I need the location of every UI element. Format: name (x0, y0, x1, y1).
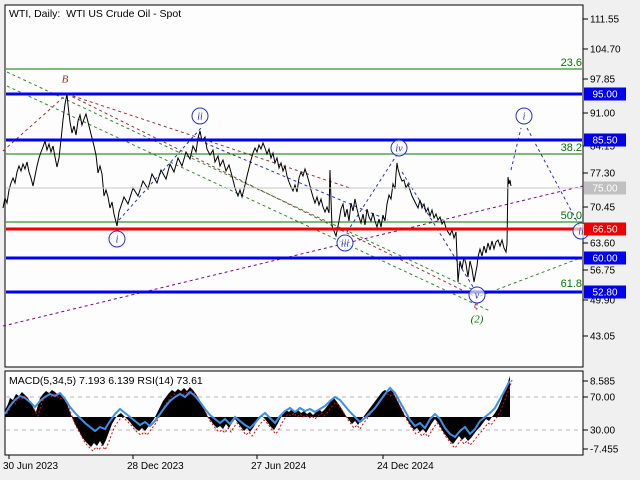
trendline-5 (479, 256, 584, 297)
y-badge-label-75.00: 75.00 (592, 184, 617, 195)
y-label-84.15: 84.15 (590, 142, 615, 153)
panel-label-70.00: 70.00 (590, 393, 615, 404)
trendline-9 (401, 171, 476, 291)
x-label-24 Dec 2024: 24 Dec 2024 (377, 461, 434, 472)
wave-label-iv-4: iv (395, 144, 403, 155)
y-badge-95.00 (584, 87, 626, 101)
rsi-line-series (4, 380, 511, 439)
y-badge-label-95.00: 95.00 (592, 90, 617, 101)
trendline-11 (526, 127, 581, 228)
wave-circle-iv-4 (390, 139, 408, 157)
wave-label-ii-2: ii (197, 112, 203, 123)
trendline-10 (510, 127, 522, 171)
y-label-111.55: 111.55 (590, 15, 620, 26)
y-badge-66.50 (584, 222, 626, 236)
wave-label-B-0: B (62, 74, 69, 86)
wave-circle-iii-3 (336, 234, 354, 252)
wave-circle-ii-2 (191, 107, 209, 125)
indicator-label: MACD(5,34,5) 7.193 6.139 RSI(14) 73.61 (9, 375, 203, 387)
y-badge-75.00 (584, 181, 626, 195)
indicator-panel: 8.585 70.00 30.00 -7.455 (4, 376, 619, 456)
trendlines-layer (2, 71, 584, 327)
y-label-49.90: 49.90 (590, 296, 615, 307)
y-badge-label-85.50: 85.50 (592, 136, 617, 147)
y-label-43.05: 43.05 (590, 332, 615, 343)
y-badge-52.80 (584, 285, 626, 299)
time-axis: 30 Jun 2023 28 Dec 2023 27 Jun 2024 24 Dec … (3, 455, 434, 472)
y-badge-label-66.50: 66.50 (592, 225, 617, 236)
y-label-70.45: 70.45 (590, 203, 615, 214)
x-label-27 Jun 2024: 27 Jun 2024 (251, 461, 306, 472)
price-levels-layer (6, 92, 582, 294)
y-label-63.60: 63.60 (590, 239, 615, 250)
y-label-104.70: 104.70 (590, 45, 621, 56)
x-label-28 Dec 2023: 28 Dec 2023 (127, 461, 184, 472)
wave-label-i-6: i (523, 112, 526, 123)
trendline-4 (6, 85, 491, 312)
trendline-2 (66, 93, 351, 189)
fib-label-38.2: 38.2 (561, 142, 582, 154)
price-line-series (2, 93, 512, 283)
price-series-layer (2, 93, 512, 283)
macd-area-series (5, 376, 510, 447)
price-plot-area (4, 4, 584, 368)
wave-label-ii-7: ii (578, 227, 584, 238)
panel-label--7.455: -7.455 (590, 445, 619, 456)
trendline-1 (66, 93, 479, 299)
y-label-56.75: 56.75 (590, 266, 615, 277)
panel-label-30.00: 30.00 (590, 426, 615, 437)
y-label-77.30: 77.30 (590, 169, 615, 180)
wave-label-(2)-9: (2) (471, 314, 484, 326)
y-badge-60.00 (584, 251, 626, 265)
fib-label-61.8: 61.8 (561, 278, 582, 290)
panel-label-8.585: 8.585 (590, 377, 615, 388)
wave-circle-v-5 (468, 286, 486, 304)
wave-label-i-1: i (116, 235, 119, 246)
fib-label-50.0: 50.0 (561, 210, 582, 222)
fib-label-23.6: 23.6 (561, 57, 582, 69)
trendline-3 (6, 71, 479, 293)
x-label-30 Jun 2023: 30 Jun 2023 (3, 461, 58, 472)
price-axis: 111.55 104.70 97.85 91.00 84.15 77.30 70.45 63.… (583, 15, 626, 343)
y-label-97.85: 97.85 (590, 75, 615, 86)
y-label-91.00: 91.00 (590, 109, 615, 120)
fibonacci-labels-layer: 23.6 38.2 50.0 61.8 (561, 57, 582, 290)
y-badge-85.50 (584, 133, 626, 147)
trendline-8 (346, 152, 399, 233)
chart-title: WTI, Daily: WTI US Crude Oil - Spot (9, 8, 181, 20)
wave-label-iii-3: iii (341, 239, 350, 250)
wave-circle-i-1 (108, 230, 126, 248)
y-badge-label-60.00: 60.00 (592, 254, 617, 265)
wave-circle-i-6 (515, 107, 533, 125)
wave-label-v-5: v (475, 291, 480, 302)
y-badge-label-52.80: 52.80 (592, 288, 617, 299)
wave-label-ς-8: ς (474, 301, 479, 312)
